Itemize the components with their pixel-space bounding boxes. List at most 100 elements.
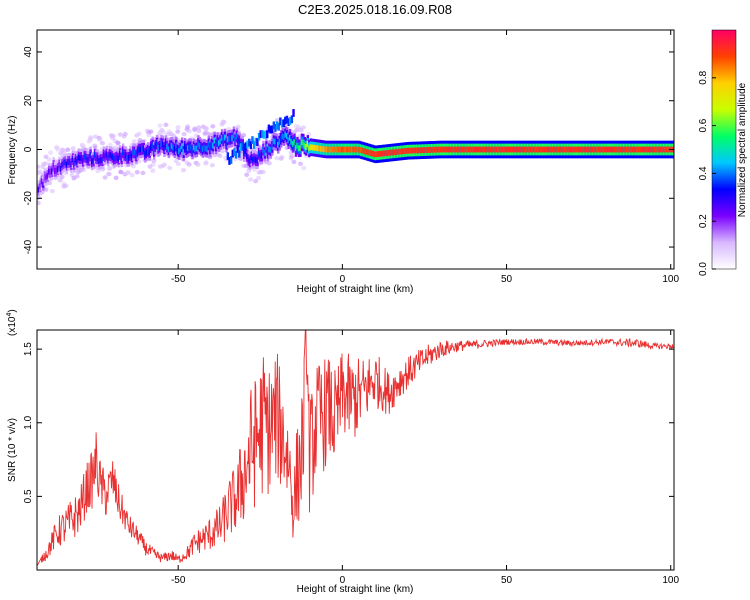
heatmap-cell bbox=[497, 146, 500, 153]
heatmap-cell bbox=[55, 167, 58, 174]
heatmap-cell bbox=[136, 148, 140, 155]
heatmap-cell bbox=[163, 122, 169, 128]
heatmap-cell bbox=[236, 145, 239, 153]
heatmap-cell bbox=[166, 143, 169, 150]
heatmap-cell bbox=[475, 146, 478, 153]
heatmap-cell bbox=[303, 142, 307, 149]
heatmap-cell bbox=[554, 146, 558, 153]
heatmap-cell bbox=[175, 161, 181, 167]
colorbar-label: Normalized spectral amplitude bbox=[737, 82, 748, 217]
heatmap-cell bbox=[318, 145, 321, 152]
spectrogram-heatmap bbox=[37, 109, 674, 206]
heatmap-cell bbox=[196, 128, 202, 134]
heatmap-cell bbox=[228, 135, 231, 142]
heatmap-cell bbox=[275, 121, 279, 130]
heatmap-cell bbox=[77, 154, 80, 161]
heatmap-cell bbox=[426, 147, 429, 153]
heatmap-cell bbox=[548, 146, 552, 153]
heatmap-cell bbox=[148, 129, 154, 134]
heatmap-cell bbox=[248, 177, 254, 182]
heatmap-cell bbox=[408, 147, 411, 154]
heatmap-cell bbox=[297, 145, 301, 152]
heatmap-cell bbox=[343, 146, 346, 153]
heatmap-cell bbox=[192, 144, 196, 151]
heatmap-cell bbox=[290, 138, 293, 145]
heatmap-cell bbox=[248, 158, 252, 165]
heatmap-cell bbox=[444, 146, 447, 153]
heatmap-cell bbox=[243, 150, 246, 157]
heatmap-cell bbox=[157, 144, 160, 151]
heatmap-cell bbox=[61, 161, 64, 168]
heatmap-cell bbox=[37, 164, 41, 169]
heatmap-cell bbox=[198, 143, 202, 149]
heatmap-cell bbox=[229, 156, 233, 164]
heatmap-cell bbox=[477, 146, 481, 153]
heatmap-cell bbox=[107, 166, 113, 171]
heatmap-cell bbox=[244, 172, 250, 177]
heatmap-cell bbox=[579, 146, 583, 153]
heatmap-cell bbox=[383, 150, 386, 157]
heatmap-cell bbox=[249, 141, 253, 150]
heatmap-cell bbox=[228, 157, 231, 165]
heatmap-cell bbox=[489, 146, 493, 153]
heatmap-cell bbox=[537, 146, 540, 153]
heatmap-cell bbox=[529, 146, 533, 153]
heatmap-cell bbox=[274, 118, 280, 123]
heatmap-cell bbox=[479, 146, 482, 153]
heatmap-cell bbox=[260, 152, 264, 159]
heatmap-cell bbox=[87, 156, 91, 163]
heatmap-cell bbox=[288, 134, 292, 141]
heatmap-cell bbox=[639, 146, 642, 153]
heatmap-cell bbox=[585, 146, 589, 153]
heatmap-cell bbox=[268, 146, 271, 153]
heatmap-cell bbox=[238, 149, 241, 158]
heatmap-cell bbox=[234, 150, 238, 159]
heatmap-cell bbox=[377, 151, 380, 157]
heatmap-cell bbox=[504, 146, 507, 153]
heatmap-cell bbox=[84, 154, 88, 160]
heatmap-cell bbox=[92, 134, 98, 139]
heatmap-cell bbox=[506, 146, 509, 153]
heatmap-cell bbox=[117, 132, 123, 137]
heatmap-cell bbox=[118, 151, 122, 158]
heatmap-cell bbox=[105, 151, 109, 158]
heatmap-cell bbox=[523, 146, 527, 153]
heatmap-cell bbox=[181, 143, 184, 150]
heatmap-cell bbox=[203, 144, 206, 151]
heatmap-cell bbox=[210, 124, 216, 129]
heatmap-cell bbox=[374, 151, 377, 158]
heatmap-cell bbox=[124, 152, 128, 159]
heatmap-cell bbox=[148, 148, 151, 155]
heatmap-cell bbox=[500, 146, 503, 153]
heatmap-cell bbox=[588, 146, 592, 153]
heatmap-cell bbox=[93, 151, 97, 158]
heatmap-cell bbox=[163, 145, 166, 152]
heatmap-cell bbox=[590, 146, 593, 153]
heatmap-cell bbox=[421, 147, 425, 154]
heatmap-cell bbox=[560, 146, 564, 153]
heatmap-cell bbox=[232, 132, 236, 139]
heatmap-cell bbox=[593, 146, 596, 153]
heatmap-cell bbox=[186, 162, 192, 167]
heatmap-cell bbox=[535, 146, 539, 153]
heatmap-cell bbox=[482, 146, 485, 153]
heatmap-cell bbox=[661, 146, 664, 153]
heatmap-cell bbox=[597, 146, 601, 153]
heatmap-cell bbox=[150, 162, 156, 167]
heatmap-cell bbox=[126, 155, 129, 161]
heatmap-cell bbox=[333, 146, 336, 153]
heatmap-cell bbox=[491, 146, 494, 153]
heatmap-cell bbox=[404, 148, 407, 154]
heatmap-cell bbox=[282, 134, 286, 141]
heatmap-cell bbox=[111, 154, 114, 160]
x-tick-label: 100 bbox=[662, 274, 679, 285]
heatmap-cell bbox=[280, 119, 284, 128]
heatmap-cell bbox=[362, 147, 366, 154]
heatmap-cell bbox=[179, 145, 182, 152]
heatmap-cell bbox=[628, 146, 632, 153]
heatmap-cell bbox=[114, 155, 117, 161]
heatmap-cell bbox=[455, 146, 459, 153]
spectrogram-y-axis-label: Frequency (Hz) bbox=[7, 116, 18, 185]
colorbar-tick-label: 0.6 bbox=[698, 118, 709, 132]
y-tick-label: 0 bbox=[23, 146, 34, 152]
